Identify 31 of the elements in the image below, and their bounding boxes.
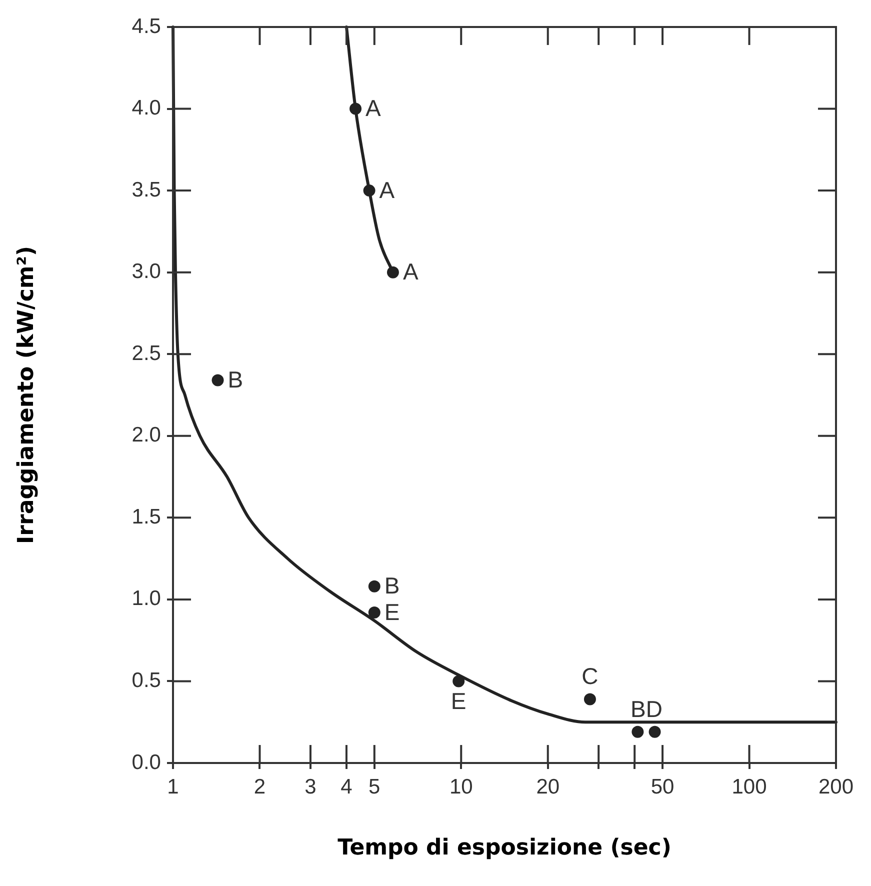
annotation: B [228,366,244,393]
x-tick-label: 100 [732,775,767,798]
y-tick-label: 1.0 [132,587,161,610]
y-tick-label: 4.5 [132,14,161,38]
y-tick-label: 0.0 [132,750,161,774]
y-tick-label: 2.5 [132,342,161,365]
x-axis-title: Tempo di esposizione (sec) [338,836,672,861]
y-axis-title: Irraggiamento (kW/cm²) [14,246,39,544]
y-tick-label: 0.5 [132,669,161,692]
y-tick-label: 4.0 [132,96,161,120]
y-tick-label: 3.5 [132,178,161,202]
y-tick-label: 2.0 [132,424,161,447]
x-tick-label: 10 [449,775,473,798]
x-tick-label: 2 [254,775,266,798]
annotation: B [384,572,400,599]
x-tick-label: 50 [650,775,674,798]
annotation: BD [630,696,663,722]
x-tick-label: 3 [304,775,316,798]
annotation: E [384,598,400,625]
x-tick-label: 1 [167,775,179,798]
x-tick-label: 5 [368,775,380,798]
annotation: C [582,663,598,690]
annotation: A [379,176,396,203]
annotation: A [366,95,382,122]
annotation: A [402,258,419,285]
x-tick-label: 200 [818,775,854,798]
x-tick-label: 4 [340,775,353,798]
annotation: E [450,688,466,714]
x-tick-label: 20 [536,775,560,798]
y-tick-label: 3.0 [132,260,161,284]
y-tick-label: 1.5 [132,505,161,528]
